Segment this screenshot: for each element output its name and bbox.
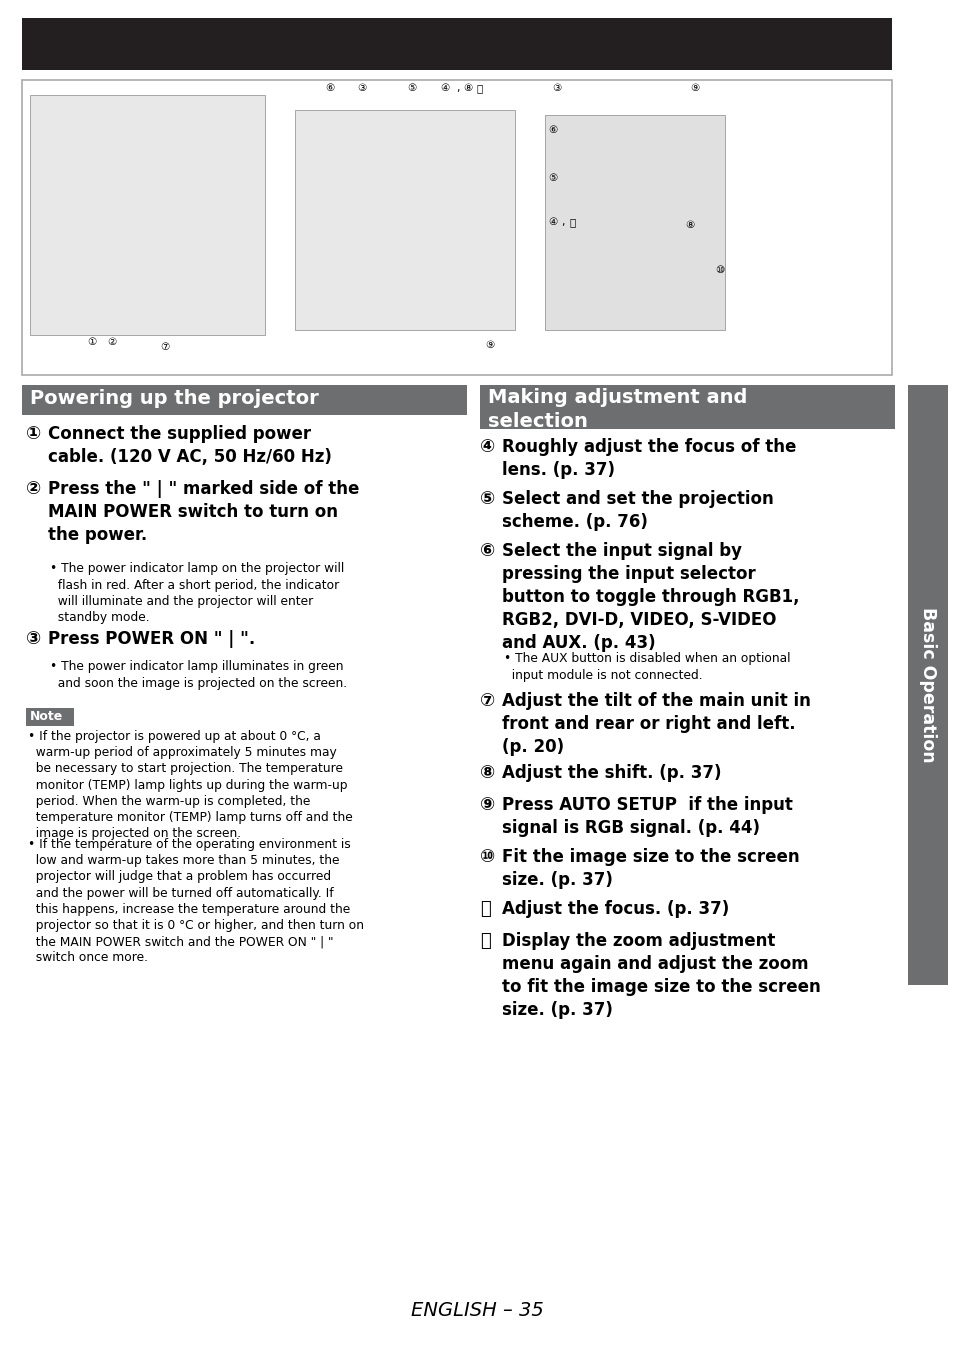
Text: Press POWER ON " | ".: Press POWER ON " | ".: [48, 630, 255, 648]
Text: Basic Operation: Basic Operation: [918, 608, 936, 763]
Text: ⑫: ⑫: [476, 82, 482, 93]
Text: Connect the supplied power
cable. (120 V AC, 50 Hz/60 Hz): Connect the supplied power cable. (120 V…: [48, 425, 332, 466]
Text: ⑥: ⑥: [325, 82, 335, 93]
Bar: [479, 385, 894, 429]
Text: Making adjustment and
selection: Making adjustment and selection: [488, 387, 746, 431]
Bar: [907, 385, 947, 986]
Bar: [30, 95, 265, 335]
Text: ⑨: ⑨: [479, 796, 495, 814]
Bar: [22, 385, 467, 414]
Text: ⑥: ⑥: [548, 126, 558, 135]
Text: ⑩: ⑩: [479, 848, 495, 865]
Text: Fit the image size to the screen
size. (p. 37): Fit the image size to the screen size. (…: [501, 848, 799, 888]
Text: • The AUX button is disabled when an optional
  input module is not connected.: • The AUX button is disabled when an opt…: [503, 652, 790, 682]
Text: ②: ②: [26, 481, 41, 498]
Text: Select and set the projection
scheme. (p. 76): Select and set the projection scheme. (p…: [501, 490, 773, 531]
Text: Select the input signal by
pressing the input selector
button to toggle through : Select the input signal by pressing the …: [501, 541, 799, 652]
Text: ②: ②: [108, 338, 116, 347]
Bar: [294, 109, 515, 329]
Text: ,: ,: [560, 217, 564, 227]
Text: Roughly adjust the focus of the
lens. (p. 37): Roughly adjust the focus of the lens. (p…: [501, 437, 796, 479]
Text: ⑦: ⑦: [160, 342, 170, 352]
Text: ③: ③: [357, 82, 366, 93]
Text: ENGLISH – 35: ENGLISH – 35: [410, 1301, 543, 1320]
Text: ⑩: ⑩: [715, 265, 724, 275]
Bar: [26, 707, 74, 726]
Text: ⑥: ⑥: [479, 541, 495, 560]
Text: Adjust the shift. (p. 37): Adjust the shift. (p. 37): [501, 764, 720, 782]
Text: ①: ①: [88, 338, 96, 347]
Text: ⑫: ⑫: [479, 931, 490, 950]
Text: ③: ③: [552, 82, 561, 93]
Text: Powering up the projector: Powering up the projector: [30, 389, 318, 408]
Text: Note: Note: [30, 710, 63, 724]
Text: ⑤: ⑤: [548, 173, 558, 184]
Bar: [544, 115, 724, 329]
Text: ⑧: ⑧: [463, 82, 472, 93]
Text: • If the projector is powered up at about 0 °C, a
  warm-up period of approximat: • If the projector is powered up at abou…: [28, 730, 353, 840]
Text: ⑦: ⑦: [479, 693, 495, 710]
Text: ⑨: ⑨: [485, 340, 494, 350]
Text: ④: ④: [440, 82, 449, 93]
Text: Display the zoom adjustment
menu again and adjust the zoom
to fit the image size: Display the zoom adjustment menu again a…: [501, 931, 820, 1019]
Text: ⑧: ⑧: [684, 220, 694, 230]
Text: Press AUTO SETUP  if the input
signal is RGB signal. (p. 44): Press AUTO SETUP if the input signal is …: [501, 796, 792, 837]
Text: ⑪: ⑪: [569, 217, 576, 227]
Text: • If the temperature of the operating environment is
  low and warm-up takes mor: • If the temperature of the operating en…: [28, 838, 364, 964]
Text: Adjust the focus. (p. 37): Adjust the focus. (p. 37): [501, 900, 728, 918]
Text: ③: ③: [26, 630, 41, 648]
Text: Press the " | " marked side of the
MAIN POWER switch to turn on
the power.: Press the " | " marked side of the MAIN …: [48, 481, 359, 544]
Text: ④: ④: [548, 217, 558, 227]
Text: ⑨: ⑨: [690, 82, 699, 93]
Text: ④: ④: [479, 437, 495, 456]
Text: • The power indicator lamp illuminates in green
  and soon the image is projecte: • The power indicator lamp illuminates i…: [50, 660, 347, 690]
Text: ,: ,: [456, 82, 459, 93]
Text: ⑤: ⑤: [407, 82, 416, 93]
Text: ⑧: ⑧: [479, 764, 495, 782]
Bar: [22, 80, 891, 375]
Text: • The power indicator lamp on the projector will
  flash in red. After a short p: • The power indicator lamp on the projec…: [50, 562, 344, 625]
Text: Adjust the tilt of the main unit in
front and rear or right and left.
(p. 20): Adjust the tilt of the main unit in fron…: [501, 693, 810, 756]
Text: ⑤: ⑤: [479, 490, 495, 508]
Text: ①: ①: [26, 425, 41, 443]
Bar: [22, 18, 891, 70]
Text: ⑪: ⑪: [479, 900, 490, 918]
